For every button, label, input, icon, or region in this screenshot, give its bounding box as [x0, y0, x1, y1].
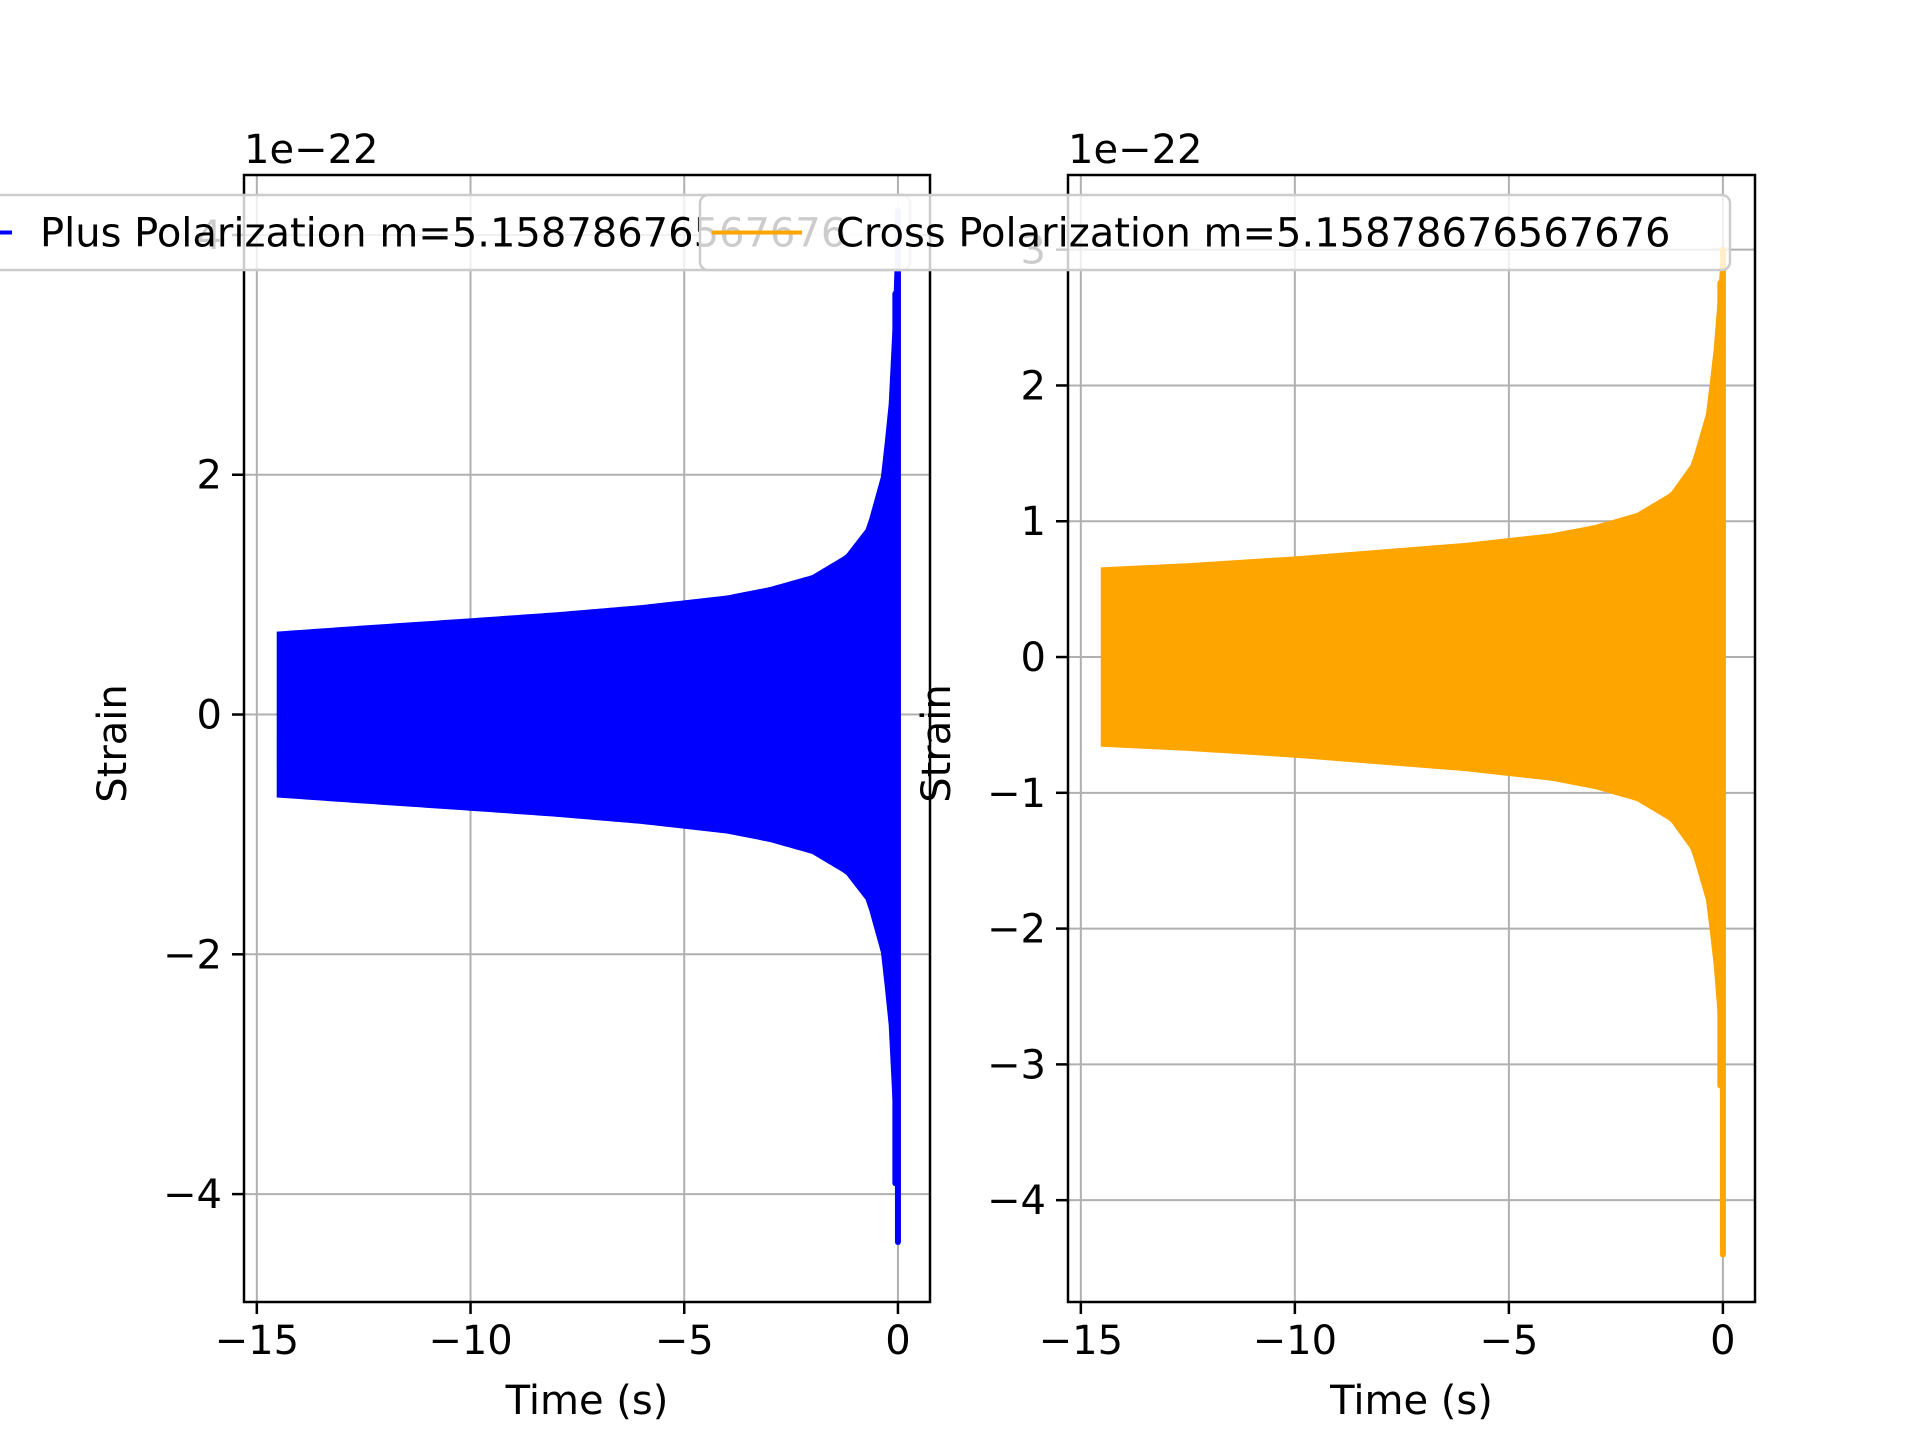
cross-x-tick-label-1: −10 — [1253, 1318, 1337, 1364]
plus-x-tick-label-1: −10 — [428, 1318, 512, 1364]
cross-x-tick-label-0: −15 — [1039, 1318, 1123, 1364]
cross-waveform-band — [1100, 249, 1725, 1065]
cross-panel-legend: Cross Polarization m=5.15878676567676 — [698, 193, 1732, 272]
cross-polarization-panel: 1e−22 Time (s) Strain −15 −10 −5 0−4−3−2−10… — [914, 127, 1757, 1424]
plus-y-tick-label-2: 0 — [197, 693, 222, 739]
cross-y-tick-label-1: −3 — [987, 1042, 1046, 1088]
cross-x-tick-label-3: 0 — [1710, 1318, 1735, 1364]
plus-y-tick-label-0: −4 — [163, 1172, 222, 1218]
plus-x-tick-label-2: −5 — [655, 1318, 714, 1364]
cross-y-tick-label-3: −1 — [987, 771, 1046, 817]
cross-legend-label: Cross Polarization m=5.15878676567676 — [836, 211, 1671, 257]
cross-panel-x-axis-label: Time (s) — [1329, 1378, 1493, 1424]
plus-panel-y-offset-label: 1e−22 — [244, 127, 378, 173]
plus-x-tick-label-3: 0 — [885, 1318, 910, 1364]
plus-x-tick-label-0: −15 — [215, 1318, 299, 1364]
cross-panel-y-axis-label: Strain — [914, 684, 960, 803]
cross-axes-frame — [1066, 173, 1757, 1304]
plus-y-tick-label-3: 2 — [197, 453, 222, 499]
plus-axes-frame — [242, 173, 932, 1304]
plus-panel-x-axis-label: Time (s) — [505, 1378, 669, 1424]
plus-waveform-band — [276, 210, 900, 1219]
plus-polarization-panel: 1e−22 Time (s) Strain −15−10−50−4−2024 — [90, 127, 932, 1424]
cross-y-tick-label-5: 1 — [1021, 499, 1046, 545]
cross-x-tick-label-2: −5 — [1479, 1318, 1538, 1364]
plus-panel-y-axis-label: Strain — [90, 684, 136, 803]
cross-legend-box — [698, 193, 1732, 272]
cross-panel-y-offset-label: 1e−22 — [1068, 127, 1202, 173]
plus-y-tick-label-1: −2 — [163, 932, 222, 978]
cross-y-tick-label-0: −4 — [987, 1178, 1046, 1224]
cross-y-tick-label-4: 0 — [1021, 635, 1046, 681]
cross-y-tick-label-2: −2 — [987, 907, 1046, 953]
cross-y-tick-label-6: 2 — [1021, 363, 1046, 409]
